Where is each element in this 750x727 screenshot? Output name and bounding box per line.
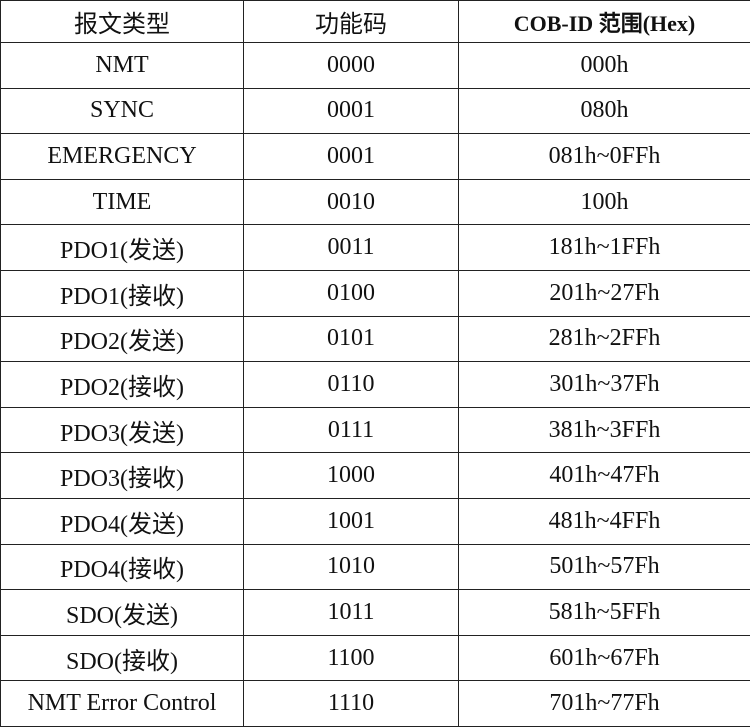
table-cell: 0000	[243, 42, 459, 89]
table-row: PDO3(发送) 0111 381h~3FFh	[0, 406, 750, 454]
table-row: SYNC 0001 080h	[0, 87, 750, 135]
table-row: PDO1(接收) 0100 201h~27Fh	[0, 269, 750, 317]
table-cell: SDO(接收)	[0, 634, 244, 682]
table-cell: SDO(发送)	[0, 589, 244, 636]
table-cell: 1010	[243, 543, 459, 591]
table-row: TIME 0010 100h	[0, 178, 750, 226]
table-row: EMERGENCY 0001 081h~0FFh	[0, 133, 750, 180]
table-cell: TIME	[0, 178, 244, 226]
header-row: 报文类型 功能码 COB-ID 范围(Hex)	[0, 0, 750, 43]
table-cell: 080h	[458, 87, 750, 135]
table-cell: 0011	[243, 224, 459, 271]
header-cell: COB-ID 范围(Hex)	[458, 0, 750, 43]
table-cell: 1011	[243, 589, 459, 636]
table-cell: 481h~4FFh	[458, 497, 750, 545]
table-cell: PDO4(发送)	[0, 497, 244, 545]
table-cell: EMERGENCY	[0, 133, 244, 180]
table-cell: 1000	[243, 452, 459, 499]
table-cell: 081h~0FFh	[458, 133, 750, 180]
table-cell: 701h~77Fh	[458, 680, 750, 727]
table-cell: 201h~27Fh	[458, 269, 750, 317]
table-cell: 1001	[243, 497, 459, 545]
table-cell: 281h~2FFh	[458, 315, 750, 363]
table-row: SDO(接收) 1100 601h~67Fh	[0, 634, 750, 682]
table-cell: 501h~57Fh	[458, 543, 750, 591]
table-cell: 301h~37Fh	[458, 361, 750, 408]
table-cell: PDO1(接收)	[0, 269, 244, 317]
header-cell: 功能码	[243, 0, 459, 43]
table-cell: PDO3(发送)	[0, 406, 244, 454]
table-cell: 381h~3FFh	[458, 406, 750, 454]
table-cell: 1110	[243, 680, 459, 727]
table-row: PDO1(发送) 0011 181h~1FFh	[0, 224, 750, 271]
table-cell: PDO2(发送)	[0, 315, 244, 363]
table-cell: 000h	[458, 42, 750, 89]
table-row: PDO2(接收) 0110 301h~37Fh	[0, 361, 750, 408]
table-cell: 0010	[243, 178, 459, 226]
table-cell: 0101	[243, 315, 459, 363]
table-row: SDO(发送) 1011 581h~5FFh	[0, 589, 750, 636]
table-cell: 0001	[243, 133, 459, 180]
table-cell: 0001	[243, 87, 459, 135]
table-cell: 0100	[243, 269, 459, 317]
table-cell: 100h	[458, 178, 750, 226]
table-row: PDO3(接收) 1000 401h~47Fh	[0, 452, 750, 499]
table-row: NMT 0000 000h	[0, 42, 750, 89]
table-row: PDO4(发送) 1001 481h~4FFh	[0, 497, 750, 545]
table-row: NMT Error Control 1110 701h~77Fh	[0, 680, 750, 727]
table-cell: 0111	[243, 406, 459, 454]
table-cell: PDO1(发送)	[0, 224, 244, 271]
table-cell: 401h~47Fh	[458, 452, 750, 499]
table-cell: 601h~67Fh	[458, 634, 750, 682]
table-cell: NMT	[0, 42, 244, 89]
table-cell: 1100	[243, 634, 459, 682]
table-cell: PDO2(接收)	[0, 361, 244, 408]
table-cell: 0110	[243, 361, 459, 408]
table-cell: PDO4(接收)	[0, 543, 244, 591]
table-cell: PDO3(接收)	[0, 452, 244, 499]
table-row: PDO4(接收) 1010 501h~57Fh	[0, 543, 750, 591]
table-cell: 581h~5FFh	[458, 589, 750, 636]
table-cell: SYNC	[0, 87, 244, 135]
table-row: PDO2(发送) 0101 281h~2FFh	[0, 315, 750, 363]
table-cell: NMT Error Control	[0, 680, 244, 727]
table-cell: 181h~1FFh	[458, 224, 750, 271]
header-cell: 报文类型	[0, 0, 244, 43]
